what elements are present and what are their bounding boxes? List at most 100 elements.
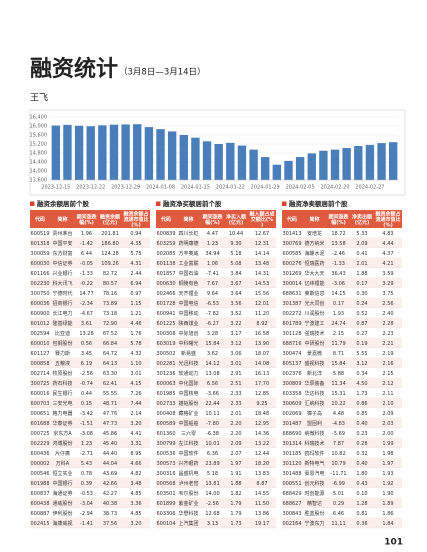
table-row-bg — [30, 488, 150, 498]
table-cell: 0.40 — [356, 461, 367, 467]
table-row-bg — [156, 378, 276, 388]
table-cell: 301236 — [156, 371, 175, 377]
table-cell: 64.72 — [103, 351, 117, 357]
table-cell: 东方财富 — [52, 250, 72, 257]
table-cell: 9.64 — [207, 291, 218, 297]
table-cell: -2.34 — [80, 301, 93, 307]
table-cell: 10.01 — [205, 441, 219, 447]
table-row-bg — [282, 488, 402, 498]
table-cell: 301488 — [282, 471, 301, 477]
table-cell: 1.96 — [81, 231, 92, 237]
table-cell: 3.61 — [81, 321, 92, 327]
table-row-bg — [282, 358, 402, 368]
table-cell: 002085 — [156, 251, 175, 257]
table-cell: 186.80 — [101, 241, 119, 247]
table-cell: 300725 — [30, 381, 49, 387]
table-cell: 6.36 — [207, 451, 218, 457]
table-row-bg — [282, 248, 402, 258]
table-header-cell: 代码 — [286, 216, 297, 223]
table-cell: 3.64 — [230, 291, 241, 297]
table-cell: 工业富联 — [178, 260, 198, 267]
x-tick-label: 2024-01-15 — [181, 185, 210, 191]
bar — [284, 160, 293, 180]
table-cell: 13.90 — [255, 341, 269, 347]
table-cell: 强瑞技术 — [304, 330, 324, 337]
table-cell: 中国核电 — [178, 390, 198, 397]
table-cell: 华泰证券 — [52, 420, 72, 427]
table-cell: -1.33 — [332, 261, 345, 267]
table-cell: 62.41 — [103, 381, 117, 387]
table-cell: 0.24 — [356, 301, 367, 307]
table-cell: 601857 — [156, 271, 175, 277]
table-row-bg — [156, 388, 276, 398]
table-cell: 11.11 — [331, 521, 345, 527]
table-cell: 124.28 — [101, 251, 119, 257]
bar — [63, 124, 72, 180]
table-cell: 0.32 — [356, 451, 367, 457]
table-row-bg — [30, 268, 150, 278]
table-cell: -3.04 — [80, 501, 93, 507]
table-row-bg — [156, 438, 276, 448]
table-cell: 688690 — [282, 431, 301, 437]
table-cell: 13.83 — [255, 471, 269, 477]
table-cell: 201.81 — [101, 231, 119, 237]
table-cell: 宁波建工 — [304, 320, 324, 327]
table-cell: 002594 — [30, 331, 49, 337]
bar — [342, 148, 351, 180]
table-cell: 3.31 — [130, 441, 141, 447]
table-cell: 000725 — [30, 431, 49, 437]
bar — [191, 137, 200, 180]
table-cell: 4.82 — [130, 471, 141, 477]
table-cell: 0.15 — [81, 401, 92, 407]
table-cell: 华达科技 — [304, 390, 324, 397]
table-cell: 82.72 — [103, 271, 117, 277]
table-cell: 601166 — [30, 271, 49, 277]
table-row-bg — [282, 328, 402, 338]
table-cell: 14.00 — [205, 491, 219, 497]
table-cell: 2.21 — [382, 341, 393, 347]
table-cell: 600438 — [30, 501, 49, 507]
table-cell: 1.21 — [130, 311, 141, 317]
table-cell: -7.82 — [206, 311, 219, 317]
y-tick-label: 14,400 — [30, 160, 48, 166]
table-cell: 6.19 — [81, 361, 92, 367]
table-header-cell: 简称 — [57, 216, 67, 223]
table-cell: 4.47 — [207, 231, 218, 237]
table-cell: 3.17 — [230, 331, 241, 337]
table-header-bg — [30, 210, 150, 228]
table-cell: 8.71 — [333, 351, 344, 357]
table-cell: 3.22 — [230, 321, 241, 327]
table-cell: 1.97 — [230, 461, 241, 467]
table-row-bg — [156, 508, 276, 518]
table-cell: 600030 — [30, 261, 49, 267]
table-row-bg — [282, 288, 402, 298]
x-tick-label: 2023-12-15 — [41, 185, 70, 191]
table-cell: 603501 — [156, 491, 175, 497]
date-range: （3月8日—3月14日） — [119, 67, 206, 78]
table-row-bg — [156, 418, 276, 428]
table-cell: 海螺水泥 — [304, 250, 324, 257]
table-cell: 601012 — [30, 321, 49, 327]
table-cell: 603358 — [282, 391, 301, 397]
table-cell: 301269 — [282, 271, 301, 277]
table-cell: 10.22 — [331, 401, 345, 407]
table-cell: 0.28 — [356, 441, 367, 447]
table-cell: -0.05 — [80, 261, 93, 267]
table-cell: 1.98 — [382, 451, 393, 457]
table-row-bg — [156, 488, 276, 498]
table-cell: 13.86 — [255, 511, 269, 517]
table-cell: 688631 — [282, 291, 301, 297]
bar — [237, 145, 247, 180]
table-cell: -0.74 — [80, 381, 93, 387]
table-cell: 17.70 — [255, 381, 269, 387]
bar — [86, 126, 95, 180]
table-row-bg — [156, 448, 276, 458]
x-tick-label: 2024-02-20 — [320, 185, 349, 191]
table-cell: 13.48 — [255, 261, 269, 267]
table-cell: 光大同创 — [304, 300, 324, 307]
table-row-bg — [282, 398, 402, 408]
table-cell: 1.76 — [130, 331, 141, 337]
table-cell: 5.88 — [333, 371, 344, 377]
table-cell: 陕西煤业 — [178, 320, 198, 327]
table-cell: 301413 — [282, 231, 301, 237]
